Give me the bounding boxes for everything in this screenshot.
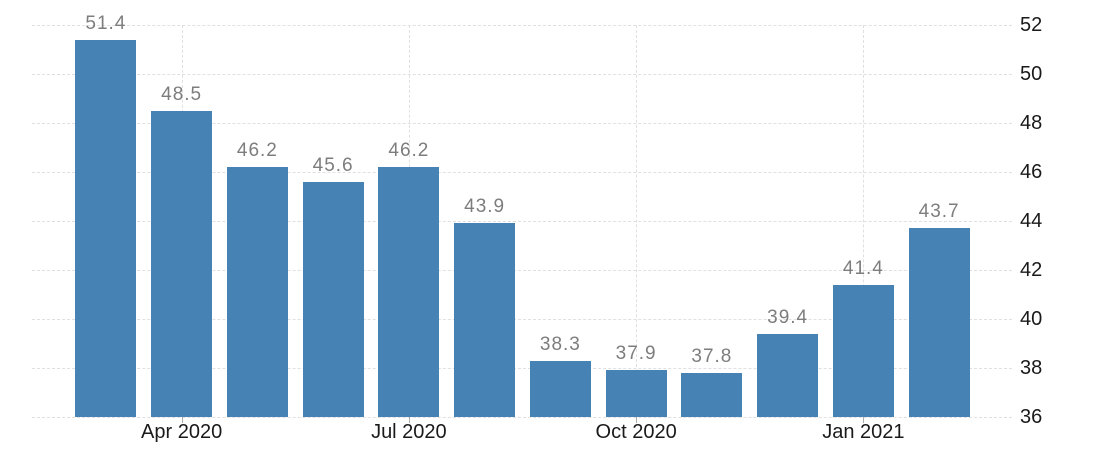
bar-value-label: 43.7	[918, 201, 960, 223]
bar[interactable]	[757, 333, 819, 417]
bar[interactable]	[151, 110, 213, 417]
x-tick-label: Oct 2020	[595, 421, 677, 443]
y-tick-label: 44	[1020, 210, 1043, 232]
y-tick-label: 50	[1020, 63, 1043, 85]
bar[interactable]	[378, 167, 440, 417]
bar[interactable]	[908, 228, 970, 417]
bar[interactable]	[454, 223, 516, 417]
y-tick-label: 52	[1020, 14, 1043, 36]
bar[interactable]	[226, 167, 288, 417]
h-gridline	[32, 25, 1012, 26]
bar-value-label: 41.4	[842, 257, 884, 279]
x-tick-mark	[181, 417, 183, 423]
bar-value-label: 45.6	[312, 154, 354, 176]
bar-value-label: 46.2	[236, 140, 278, 162]
bar-value-label: 46.2	[388, 140, 430, 162]
h-gridline	[32, 368, 1012, 369]
h-gridline	[32, 172, 1012, 173]
x-tick-label: Apr 2020	[141, 421, 223, 443]
bar[interactable]	[605, 370, 667, 417]
x-tick-label: Jul 2020	[371, 421, 447, 443]
h-gridline	[32, 270, 1012, 271]
bar[interactable]	[832, 284, 894, 417]
bar-value-label: 38.3	[539, 333, 581, 355]
bar-value-label: 37.8	[691, 345, 733, 367]
v-gridline	[636, 25, 638, 417]
bar-value-label: 43.9	[464, 196, 506, 218]
bar-value-label: 39.4	[767, 306, 809, 328]
bar[interactable]	[302, 181, 364, 417]
h-gridline	[32, 417, 1012, 418]
h-gridline	[32, 319, 1012, 320]
y-tick-label: 42	[1020, 259, 1043, 281]
y-tick-label: 36	[1020, 406, 1043, 428]
h-gridline	[32, 74, 1012, 75]
y-tick-label: 38	[1020, 357, 1043, 379]
bar[interactable]	[75, 39, 137, 417]
h-gridline	[32, 123, 1012, 124]
x-tick-mark	[408, 417, 410, 423]
bar[interactable]	[529, 360, 591, 417]
bar-value-label: 37.9	[615, 343, 657, 365]
y-tick-label: 46	[1020, 161, 1043, 183]
bar[interactable]	[681, 372, 743, 417]
bar-value-label: 51.4	[85, 12, 127, 34]
h-gridline	[32, 221, 1012, 222]
y-tick-label: 40	[1020, 308, 1043, 330]
x-tick-mark	[636, 417, 638, 423]
y-tick-label: 48	[1020, 112, 1043, 134]
v-gridline	[863, 25, 865, 417]
x-tick-mark	[863, 417, 865, 423]
x-tick-label: Jan 2021	[822, 421, 905, 443]
bar-value-label: 48.5	[161, 83, 203, 105]
